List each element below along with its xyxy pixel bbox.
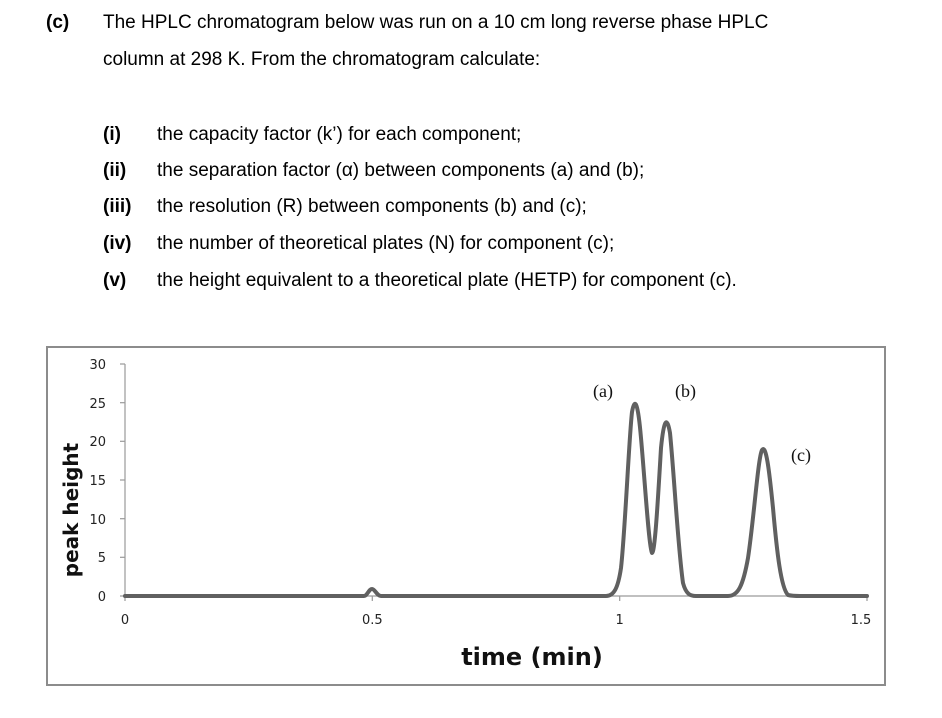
sub-question-text: the height equivalent to a theoretical p… [157, 270, 737, 291]
x-tick-label: 1 [616, 613, 624, 628]
y-tick-label: 15 [89, 474, 106, 489]
y-axis-title: peak height [59, 442, 83, 577]
sub-question-number: (iv) [103, 233, 132, 254]
y-tick-label: 25 [89, 397, 106, 412]
sub-question-text: the capacity factor (k’) for each compon… [157, 124, 522, 145]
y-tick-label: 20 [89, 435, 106, 450]
y-axis-ticks [120, 363, 125, 597]
y-tick-label: 30 [89, 358, 106, 373]
peak-label-c: (c) [791, 445, 811, 466]
sub-question-number: (v) [103, 270, 127, 291]
chromatogram-chart: 0 5 10 15 20 25 30 peak height 0 0.5 1 1… [46, 346, 886, 686]
question-label: (c) [46, 12, 70, 33]
sub-question-number: (ii) [103, 160, 127, 181]
sub-question-text: the number of theoretical plates (N) for… [157, 233, 615, 254]
sub-question-number: (i) [103, 124, 121, 145]
chart-svg: 0 5 10 15 20 25 30 peak height 0 0.5 1 1… [59, 358, 871, 671]
question-intro-line2: column at 298 K. From the chromatogram c… [103, 49, 541, 70]
y-tick-label: 0 [98, 590, 106, 605]
chromatogram-trace [123, 401, 869, 598]
sub-question-text: the resolution (R) between components (b… [157, 196, 587, 217]
peak-label-b: (b) [675, 381, 696, 402]
sub-question-text: the separation factor (α) between compon… [157, 160, 645, 181]
y-axis-tick-labels: 0 5 10 15 20 25 30 [89, 358, 106, 605]
y-tick-label: 5 [98, 551, 106, 566]
x-tick-label: 0 [121, 613, 129, 628]
x-tick-label: 0.5 [362, 613, 383, 628]
y-tick-label: 10 [89, 513, 106, 528]
x-tick-label: 1.5 [851, 613, 872, 628]
x-axis-title: time (min) [461, 643, 603, 671]
x-axis-tick-labels: 0 0.5 1 1.5 [121, 613, 871, 628]
peak-label-a: (a) [593, 381, 613, 402]
sub-question-number: (iii) [103, 196, 132, 217]
question-intro-line1: The HPLC chromatogram below was run on a… [103, 12, 769, 33]
